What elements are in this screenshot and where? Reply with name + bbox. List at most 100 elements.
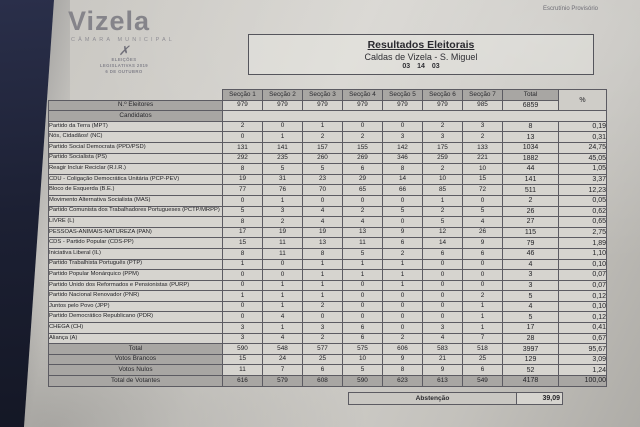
summary-total: 129 <box>502 353 559 366</box>
vote-count: 10 <box>462 163 503 175</box>
summary-count: 5 <box>342 364 383 377</box>
party-row: Reagir Incluir Reciclar (R.I.R.) 8 5 5 6 8 2 10… <box>48 163 607 175</box>
party-row: Partido Popular Monárquico (PPM) 0 0 1 1 1 0 0 3… <box>48 269 607 281</box>
vote-count: 0 <box>302 311 343 324</box>
vote-count: 72 <box>462 184 503 196</box>
vote-count: 142 <box>382 141 423 154</box>
summary-count: 613 <box>422 375 463 387</box>
party-name: Partido da Terra (MPT) <box>48 120 223 133</box>
vote-total: 3 <box>502 279 559 292</box>
party-name: LIVRE (L) <box>48 216 223 228</box>
vote-count: 15 <box>222 237 263 249</box>
vote-count: 2 <box>222 120 263 133</box>
vote-count: 141 <box>262 141 303 154</box>
vote-percent: 0,10 <box>558 300 607 313</box>
vote-count: 4 <box>262 311 303 324</box>
vote-percent: 0,12 <box>558 290 607 302</box>
summary-count: 9 <box>422 364 463 377</box>
summary-count: 616 <box>222 375 263 387</box>
district-code: 03 14 03 <box>402 63 440 70</box>
party-name: Partido Social Democrata (PPD/PSD) <box>48 141 223 154</box>
party-row: CDS - Partido Popular (CDS-PP) 15 11 13 11 6 1… <box>48 237 607 249</box>
vote-count: 1 <box>422 194 463 207</box>
party-name: Partido Unido dos Reformados e Pensionis… <box>48 279 223 292</box>
vote-count: 17 <box>222 226 263 239</box>
electors-count: 979 <box>422 99 463 112</box>
party-row: Nós, Cidadãos! (NC) 0 1 2 2 3 3 2 13 0,31 <box>48 131 607 143</box>
summary-label: Total de Votantes <box>48 375 223 387</box>
elections-emblem-icon: ✗ <box>118 43 130 58</box>
electors-total: 6859 <box>502 99 559 112</box>
vote-percent: 1,05 <box>558 163 607 175</box>
vote-count: 9 <box>382 226 423 239</box>
vote-count: 2 <box>382 332 423 345</box>
vote-count: 7 <box>462 332 503 345</box>
vote-count: 259 <box>422 152 463 165</box>
vote-count: 2 <box>422 163 463 175</box>
party-row: Partido Social Democrata (PPD/PSD) 131 141… <box>48 141 607 154</box>
party-row: Aliança (A) 3 4 2 6 2 4 7 28 0,67 <box>48 332 607 345</box>
party-name: Nós, Cidadãos! (NC) <box>48 131 223 143</box>
vote-count: 5 <box>342 247 383 260</box>
party-row: Bloco de Esquerda (B.E.) 77 76 70 65 66 85 72 51… <box>48 184 607 196</box>
vote-total: 28 <box>502 332 559 345</box>
summary-percent: 3,09 <box>558 353 607 366</box>
party-row: Iniciativa Liberal (IL) 8 11 8 5 2 6 6 46 1,10 <box>48 247 607 260</box>
vote-count: 0 <box>262 258 303 271</box>
vote-count: 0 <box>222 311 263 324</box>
vote-count: 5 <box>382 205 423 218</box>
vote-percent: 0,41 <box>558 322 607 334</box>
vote-count: 70 <box>302 184 343 196</box>
party-name: Reagir Incluir Reciclar (R.I.R.) <box>48 163 223 175</box>
vote-percent: 2,75 <box>558 226 607 239</box>
vote-total: 1882 <box>502 152 559 165</box>
vote-count: 2 <box>262 216 303 228</box>
vote-total: 26 <box>502 205 559 218</box>
summary-percent: 1,24 <box>558 364 607 377</box>
summary-count: 21 <box>422 353 463 366</box>
vote-total: 1034 <box>502 141 559 154</box>
vote-count: 0 <box>222 194 263 207</box>
logo-subtitle: CÂMARA MUNICIPAL <box>71 37 175 43</box>
candidates-row: Candidatos <box>48 110 607 122</box>
vote-count: 11 <box>342 237 383 249</box>
party-row: CDU - Coligação Democrática Unitária (PC… <box>48 173 607 186</box>
corner-cell <box>49 90 223 101</box>
vote-count: 0 <box>462 194 503 207</box>
vote-percent: 0,05 <box>558 194 607 207</box>
vote-total: 5 <box>502 311 559 324</box>
vote-count: 3 <box>382 131 423 143</box>
summary-count: 606 <box>382 343 423 355</box>
vote-count: 0 <box>382 311 423 324</box>
vote-count: 2 <box>302 131 343 143</box>
summary-row: Total de Votantes 616 579 608 590 623 613 549 41… <box>48 375 607 387</box>
vote-count: 9 <box>462 237 503 249</box>
electors-count: 979 <box>302 99 343 112</box>
vote-count: 11 <box>262 237 303 249</box>
summary-row: Total 590 548 577 575 606 583 518 3997 95,67 <box>48 343 607 355</box>
vote-count: 12 <box>422 226 463 239</box>
summary-total: 52 <box>502 364 559 377</box>
vote-count: 0 <box>342 279 383 292</box>
party-name: Bloco de Esquerda (B.E.) <box>48 184 223 196</box>
vote-count: 1 <box>462 322 503 334</box>
summary-count: 590 <box>342 375 383 387</box>
vote-count: 8 <box>222 163 263 175</box>
summary-row: Votos Nulos 11 7 6 5 8 9 6 52 1,24 <box>48 364 607 377</box>
vote-count: 1 <box>222 258 263 271</box>
party-name: Aliança (A) <box>48 332 223 345</box>
vote-count: 1 <box>302 120 343 133</box>
summary-count: 548 <box>262 343 303 355</box>
emblem-line: LEGISLATIVAS 2019 <box>99 63 149 69</box>
summary-count: 608 <box>302 375 343 387</box>
vote-percent: 12,23 <box>558 184 607 196</box>
vote-count: 6 <box>462 247 503 260</box>
column-header-total: Total <box>502 89 559 101</box>
column-header-row: Secção 1 Secção 2 Secção 3 Secção 4 Secç… <box>49 88 607 112</box>
vote-count: 13 <box>302 237 343 249</box>
vote-count: 31 <box>262 173 303 186</box>
column-header-percent: % <box>558 88 607 112</box>
vote-percent: 1,89 <box>558 237 607 249</box>
vote-count: 0 <box>422 258 463 271</box>
vote-total: 511 <box>502 184 559 196</box>
